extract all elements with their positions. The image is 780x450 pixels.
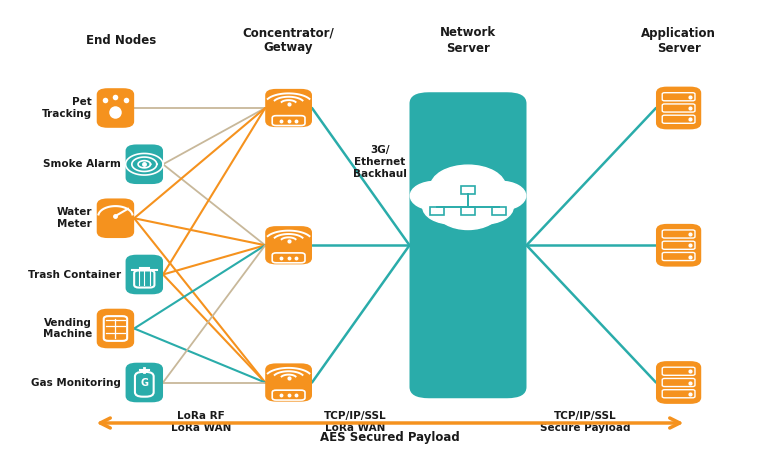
- FancyBboxPatch shape: [97, 88, 134, 128]
- FancyBboxPatch shape: [656, 86, 701, 130]
- FancyBboxPatch shape: [662, 230, 695, 238]
- FancyBboxPatch shape: [272, 390, 305, 400]
- Circle shape: [437, 194, 499, 230]
- Text: Gas Monitoring: Gas Monitoring: [31, 378, 121, 387]
- Circle shape: [410, 181, 460, 210]
- FancyBboxPatch shape: [662, 252, 695, 261]
- FancyBboxPatch shape: [265, 89, 312, 127]
- Text: 3G/
Ethernet
Backhaul: 3G/ Ethernet Backhaul: [353, 145, 407, 179]
- Circle shape: [476, 181, 526, 210]
- Circle shape: [454, 190, 513, 224]
- FancyBboxPatch shape: [461, 186, 475, 194]
- Text: LoRa RF
LoRa WAN: LoRa RF LoRa WAN: [171, 411, 232, 433]
- Text: Concentrator/
Getway: Concentrator/ Getway: [243, 27, 335, 54]
- Text: Smoke Alarm: Smoke Alarm: [43, 159, 121, 169]
- FancyBboxPatch shape: [662, 115, 695, 123]
- FancyBboxPatch shape: [492, 207, 506, 215]
- FancyBboxPatch shape: [662, 367, 695, 375]
- Text: Vending
Machine: Vending Machine: [43, 318, 92, 339]
- Text: Trash Container: Trash Container: [28, 270, 121, 279]
- Text: AES Secured Payload: AES Secured Payload: [320, 431, 460, 444]
- FancyBboxPatch shape: [662, 241, 695, 249]
- Text: Pet
Tracking: Pet Tracking: [42, 97, 92, 119]
- FancyBboxPatch shape: [126, 144, 163, 184]
- FancyBboxPatch shape: [410, 92, 526, 398]
- FancyBboxPatch shape: [662, 390, 695, 398]
- FancyBboxPatch shape: [656, 224, 701, 266]
- FancyBboxPatch shape: [265, 364, 312, 402]
- FancyBboxPatch shape: [662, 104, 695, 112]
- Circle shape: [431, 165, 505, 208]
- FancyBboxPatch shape: [104, 316, 127, 341]
- FancyBboxPatch shape: [97, 198, 134, 238]
- FancyBboxPatch shape: [430, 207, 444, 215]
- Text: G: G: [140, 378, 148, 388]
- Text: TCP/IP/SSL
LoRa WAN: TCP/IP/SSL LoRa WAN: [324, 411, 386, 433]
- FancyBboxPatch shape: [272, 253, 305, 263]
- FancyBboxPatch shape: [662, 93, 695, 101]
- FancyBboxPatch shape: [97, 309, 134, 348]
- FancyBboxPatch shape: [461, 207, 475, 215]
- FancyBboxPatch shape: [656, 361, 701, 404]
- Text: End Nodes: End Nodes: [86, 34, 156, 47]
- Text: Network
Server: Network Server: [440, 27, 496, 54]
- FancyBboxPatch shape: [134, 270, 154, 288]
- FancyBboxPatch shape: [272, 116, 305, 126]
- FancyBboxPatch shape: [126, 363, 163, 402]
- FancyBboxPatch shape: [126, 255, 163, 294]
- Circle shape: [423, 190, 482, 224]
- Text: TCP/IP/SSL
Secure Payload: TCP/IP/SSL Secure Payload: [540, 411, 630, 433]
- Text: Water
Meter: Water Meter: [56, 207, 92, 229]
- FancyBboxPatch shape: [662, 378, 695, 387]
- Text: Application
Server: Application Server: [641, 27, 716, 54]
- FancyBboxPatch shape: [265, 226, 312, 264]
- FancyBboxPatch shape: [135, 372, 154, 397]
